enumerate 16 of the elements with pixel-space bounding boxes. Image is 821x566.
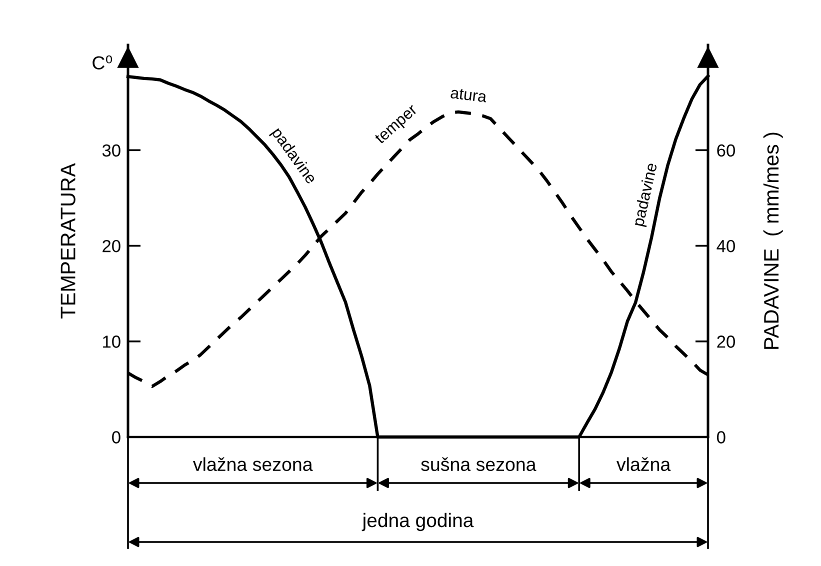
y-tick-label: 0 [112, 431, 120, 444]
y2-tick-label: 60 [717, 144, 735, 157]
y-tick-label: 30 [102, 144, 120, 157]
y2-tick-label: 20 [717, 336, 735, 348]
y-tick-label: 20 [102, 240, 120, 252]
y2-axis-title: PADAVINE ( mm/mes ) [763, 132, 783, 349]
y2-tick-label: 40 [716, 240, 735, 252]
y-tick-label: 10 [103, 336, 120, 348]
y2-tick-label: 0 [717, 431, 726, 444]
text: jedna godina [362, 512, 474, 532]
text: padavine [632, 162, 660, 228]
y-axis-title: TEMPERATURA [60, 163, 76, 318]
text: sušna sezona [421, 457, 536, 472]
text: vlažna sezona [192, 457, 313, 472]
text: C⁰ [92, 55, 112, 70]
text: vlažna [616, 457, 671, 472]
